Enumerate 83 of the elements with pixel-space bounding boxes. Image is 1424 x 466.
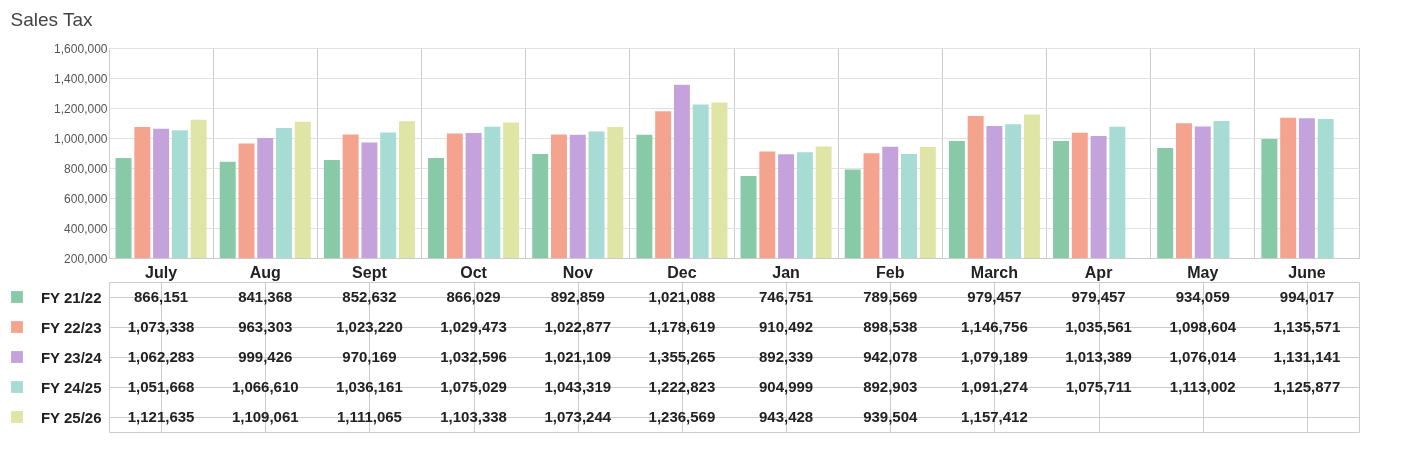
y-tick-label: 400,000: [64, 221, 108, 236]
y-tick-label: 1,400,000: [54, 71, 108, 86]
data-label: 1,157,412: [961, 408, 1028, 425]
data-label: 1,098,604: [1169, 318, 1237, 335]
data-label: 979,457: [1071, 288, 1126, 305]
y-tick-label: 200,000: [64, 251, 108, 266]
data-label: 841,368: [238, 288, 293, 305]
data-label: 904,999: [758, 378, 814, 395]
data-label: 1,073,338: [127, 318, 195, 335]
y-tick-label: 600,000: [64, 191, 108, 206]
data-label: 1,103,338: [440, 408, 507, 425]
x-tick-label: Feb: [876, 263, 905, 281]
data-label: 1,023,220: [336, 318, 403, 335]
legend-label: FY 24/25: [40, 378, 102, 396]
data-label: 866,151: [133, 288, 189, 305]
data-label: 1,111,065: [336, 408, 402, 425]
data-label: 1,135,571: [1273, 318, 1341, 335]
chart-title: Sales Tax: [10, 8, 94, 30]
x-tick-label: Nov: [562, 263, 593, 281]
y-tick-label: 800,000: [64, 161, 108, 176]
legend-label: FY 21/22: [40, 288, 102, 306]
data-label: 1,066,610: [231, 378, 299, 395]
legend-label: FY 23/24: [40, 348, 103, 366]
data-label: 994,017: [1279, 288, 1335, 305]
data-label: 1,029,473: [440, 318, 507, 335]
data-label: 1,075,711: [1065, 378, 1132, 395]
data-label: 1,022,877: [544, 318, 612, 335]
data-label: 1,075,029: [440, 378, 507, 395]
data-label: 1,131,141: [1273, 348, 1341, 365]
x-tick-label: June: [1288, 263, 1326, 281]
data-label: 1,178,619: [648, 318, 716, 335]
data-label: 979,457: [967, 288, 1022, 305]
data-label: 1,035,561: [1065, 318, 1132, 335]
data-label: 939,504: [863, 408, 919, 425]
x-tick-label: Aug: [249, 263, 281, 281]
x-tick-label: Jan: [772, 263, 800, 281]
y-tick-label: 1,000,000: [54, 131, 108, 146]
data-label: 1,222,823: [648, 378, 716, 395]
data-label: 1,073,244: [544, 408, 612, 425]
data-label: 892,903: [863, 378, 918, 395]
data-label: 866,029: [446, 288, 501, 305]
data-label: 1,146,756: [961, 318, 1028, 335]
data-label: 1,062,283: [127, 348, 195, 365]
data-label: 852,632: [342, 288, 397, 305]
data-label: 746,751: [758, 288, 814, 305]
data-label: 1,051,668: [127, 378, 195, 395]
data-label: 1,036,161: [336, 378, 403, 395]
data-label: 1,091,274: [961, 378, 1029, 395]
x-tick-label: Oct: [460, 263, 488, 281]
data-label: 1,021,109: [544, 348, 612, 365]
data-label: 1,021,088: [648, 288, 716, 305]
legend-label: FY 25/26: [40, 408, 102, 426]
x-tick-label: Dec: [667, 263, 697, 281]
data-label: 1,355,265: [648, 348, 716, 365]
data-label: 934,059: [1175, 288, 1230, 305]
x-tick-label: May: [1187, 263, 1219, 281]
data-label: 1,109,061: [231, 408, 299, 425]
data-label: 1,032,596: [440, 348, 507, 365]
x-tick-label: Sept: [352, 263, 388, 281]
data-label: 1,113,002: [1169, 378, 1236, 395]
x-tick-label: July: [145, 263, 178, 281]
y-tick-label: 1,600,000: [54, 41, 108, 56]
data-label: 892,339: [758, 348, 814, 365]
data-label: 1,013,389: [1065, 348, 1132, 365]
data-label: 1,079,189: [961, 348, 1028, 365]
data-label: 1,043,319: [544, 378, 612, 395]
x-tick-label: Apr: [1084, 263, 1113, 281]
data-label: 789,569: [863, 288, 918, 305]
x-tick-label: March: [970, 263, 1018, 281]
data-label: 1,121,635: [127, 408, 195, 425]
data-label: 943,428: [758, 408, 814, 425]
data-label: 910,492: [758, 318, 814, 335]
y-tick-label: 1,200,000: [54, 101, 108, 116]
legend-label: FY 22/23: [40, 318, 102, 336]
data-label: 942,078: [863, 348, 918, 365]
data-label: 892,859: [550, 288, 605, 305]
data-label: 1,236,569: [648, 408, 716, 425]
data-label: 1,076,014: [1169, 348, 1237, 365]
data-label: 1,125,877: [1273, 378, 1341, 395]
data-label: 898,538: [863, 318, 918, 335]
data-label: 970,169: [342, 348, 397, 365]
data-label: 963,303: [238, 318, 293, 335]
data-label: 999,426: [238, 348, 293, 365]
